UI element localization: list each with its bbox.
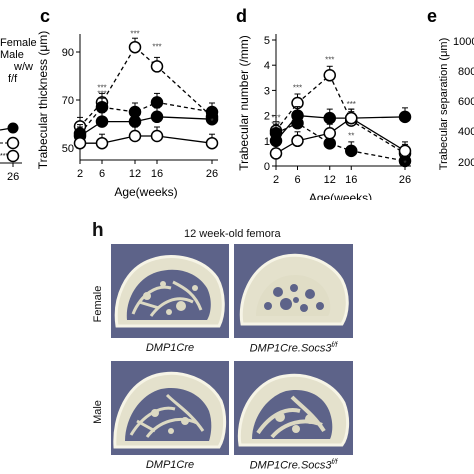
panel-b-point-filled	[7, 122, 19, 134]
caption-male-dmp1cre-socs3: DMP1Cre.Socs3f/f	[234, 459, 353, 472]
panel-letter-h: h	[92, 220, 104, 241]
significance-label: ***	[271, 114, 280, 123]
y-tick-label: 70	[62, 95, 74, 107]
y-tick-label: 3	[264, 85, 270, 97]
significance-label: **	[348, 131, 354, 140]
caption-female-dmp1cre-socs3: DMP1Cre.Socs3f/f	[234, 342, 353, 355]
x-tick-label: 2	[77, 168, 83, 180]
data-point-filled-dashed	[345, 144, 358, 158]
data-point-open-solid	[323, 126, 336, 140]
y-tick-label: 5	[264, 35, 270, 47]
significance-label: ***	[271, 120, 280, 129]
series-line-filled-dashed	[275, 122, 406, 162]
data-point-open-solid	[269, 147, 283, 160]
ct-image-female-dmp1cre-socs3	[234, 244, 353, 338]
data-point-open-solid	[398, 144, 412, 158]
ct-image-female-dmp1cre	[111, 244, 229, 338]
caption-male-dmp1cre-socs3-text: DMP1Cre.Socs3	[249, 459, 332, 472]
data-point-filled-solid	[150, 110, 164, 124]
panel-e-tick-200: 200	[458, 157, 474, 169]
x-tick-label: 2	[273, 174, 279, 186]
panel-b-partial: Female Male w/w f/f *** 26	[0, 37, 37, 183]
data-point-open-solid	[291, 134, 304, 148]
x-tick-label: 26	[399, 174, 411, 186]
significance-label: ***	[293, 83, 302, 92]
data-point-open-dashed	[150, 60, 164, 73]
data-point-open-solid	[95, 136, 109, 150]
y-tick-label: 50	[62, 143, 74, 155]
significance-label: ***	[325, 56, 334, 65]
panel-h-title: 12 week-old femora	[184, 228, 281, 240]
data-point-filled-solid	[398, 110, 412, 124]
legend-ff: f/f	[8, 73, 18, 85]
panel-b-sig: ***	[0, 153, 8, 160]
x-tick-label: 16	[345, 174, 357, 186]
row-label-female: Female	[92, 285, 104, 323]
caption-male-dmp1cre: DMP1Cre	[145, 459, 195, 471]
significance-label: *	[403, 159, 406, 168]
data-point-filled-solid	[323, 111, 336, 125]
x-tick-label: 6	[294, 174, 300, 186]
legend-male: Male	[0, 49, 24, 61]
panel-e-tick-1000: 1000	[453, 36, 474, 48]
data-point-open-solid	[128, 129, 142, 143]
caption-female-dmp1cre-socs3-text: DMP1Cre.Socs3	[249, 342, 332, 355]
series-line-open-dashed	[79, 46, 213, 127]
legend-ww: w/w	[13, 61, 33, 73]
significance-label: ***	[97, 89, 106, 98]
data-point-open-solid	[150, 129, 164, 143]
y-tick-label: 0	[264, 161, 270, 173]
significance-label: ***	[97, 83, 106, 92]
panel-e-ylabel: Trabecular separation (μm)	[438, 38, 450, 170]
caption-male-superscript: f/f	[331, 459, 338, 466]
data-point-open-solid	[73, 136, 87, 150]
y-tick-label: 1	[264, 136, 270, 148]
x-axis-label: Age(weeks)	[309, 191, 372, 200]
panel-b-point-open-2	[6, 149, 20, 163]
significance-label: ***	[152, 43, 161, 52]
panel-letter-e: e	[427, 6, 437, 26]
x-axis-label: Age(weeks)	[114, 185, 177, 199]
panel-b-x-tick-label: 26	[7, 171, 19, 183]
y-tick-label: 90	[62, 47, 74, 59]
data-point-open-solid	[205, 136, 219, 150]
significance-label: ***	[347, 100, 356, 109]
x-tick-label: 16	[151, 168, 163, 180]
legend-female: Female	[0, 37, 37, 49]
significance-label: *	[210, 117, 213, 126]
ct-image-male-dmp1cre-socs3	[234, 361, 353, 455]
y-tick-label: 2	[264, 111, 270, 123]
x-tick-label: 6	[99, 168, 105, 180]
panel-e-tick-400: 400	[458, 126, 474, 138]
row-label-male: Male	[92, 400, 104, 424]
x-tick-label: 12	[129, 168, 141, 180]
data-point-filled-solid	[291, 109, 304, 122]
data-point-open-dashed	[128, 40, 142, 54]
data-point-filled-solid	[95, 115, 109, 128]
ct-image-male-dmp1cre	[111, 361, 229, 455]
y-axis-label: Trabecular thickness (μm)	[36, 31, 50, 170]
data-point-filled-solid	[205, 112, 219, 126]
x-tick-label: 12	[324, 174, 336, 186]
y-axis-label: Trabecular number (/mm)	[237, 35, 251, 171]
caption-female-superscript: f/f	[331, 342, 338, 349]
panel-b-point-open	[6, 136, 20, 150]
y-tick-label: 4	[264, 60, 270, 72]
data-point-open-dashed	[323, 69, 336, 82]
panel-letter-d: d	[236, 6, 247, 26]
panel-e-partial: e Trabecular separation (μm) 1000 800 60…	[427, 6, 474, 170]
series-line-filled-dashed	[79, 101, 213, 135]
data-point-open-solid	[345, 111, 358, 125]
caption-female-dmp1cre: DMP1Cre	[145, 342, 195, 354]
significance-label: ***	[130, 29, 139, 38]
panel-letter-c: c	[40, 6, 50, 26]
panel-e-tick-600: 600	[458, 96, 474, 108]
panel-e-tick-800: 800	[458, 66, 474, 78]
x-tick-label: 26	[206, 168, 218, 180]
